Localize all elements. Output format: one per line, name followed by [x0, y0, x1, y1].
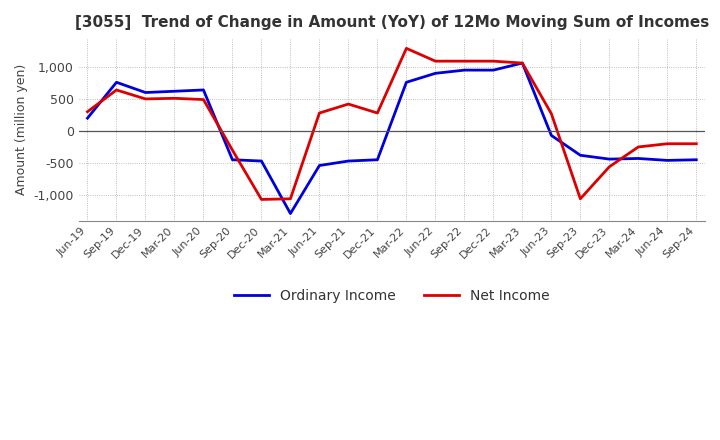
Ordinary Income: [257, 158, 266, 164]
Net Income: [431, 59, 440, 64]
Ordinary Income: [199, 87, 208, 92]
Ordinary Income: [576, 153, 585, 158]
Ordinary Income: [373, 157, 382, 162]
Net Income: [402, 46, 410, 51]
Net Income: [605, 164, 613, 169]
Ordinary Income: [228, 157, 237, 162]
Net Income: [547, 111, 556, 116]
Net Income: [634, 144, 643, 150]
Net Income: [84, 109, 92, 114]
Net Income: [199, 97, 208, 102]
Net Income: [460, 59, 469, 64]
Ordinary Income: [315, 163, 324, 168]
Ordinary Income: [663, 158, 672, 163]
Legend: Ordinary Income, Net Income: Ordinary Income, Net Income: [229, 283, 555, 308]
Net Income: [489, 59, 498, 64]
Net Income: [373, 110, 382, 116]
Ordinary Income: [170, 88, 179, 94]
Ordinary Income: [547, 133, 556, 138]
Ordinary Income: [489, 67, 498, 73]
Y-axis label: Amount (million yen): Amount (million yen): [15, 64, 28, 195]
Ordinary Income: [431, 71, 440, 76]
Net Income: [663, 141, 672, 147]
Ordinary Income: [84, 115, 92, 121]
Net Income: [344, 101, 353, 106]
Net Income: [141, 96, 150, 102]
Net Income: [112, 87, 121, 92]
Net Income: [518, 60, 526, 66]
Ordinary Income: [141, 90, 150, 95]
Net Income: [170, 95, 179, 101]
Ordinary Income: [112, 80, 121, 85]
Net Income: [315, 110, 324, 116]
Ordinary Income: [344, 158, 353, 164]
Ordinary Income: [460, 67, 469, 73]
Net Income: [228, 147, 237, 153]
Line: Net Income: Net Income: [88, 48, 696, 199]
Ordinary Income: [402, 80, 410, 85]
Ordinary Income: [692, 157, 701, 162]
Ordinary Income: [518, 60, 526, 66]
Net Income: [257, 197, 266, 202]
Title: [3055]  Trend of Change in Amount (YoY) of 12Mo Moving Sum of Incomes: [3055] Trend of Change in Amount (YoY) o…: [75, 15, 709, 30]
Ordinary Income: [634, 156, 643, 161]
Ordinary Income: [605, 157, 613, 162]
Net Income: [692, 141, 701, 147]
Net Income: [576, 196, 585, 202]
Ordinary Income: [286, 211, 294, 216]
Net Income: [286, 196, 294, 202]
Line: Ordinary Income: Ordinary Income: [88, 63, 696, 213]
